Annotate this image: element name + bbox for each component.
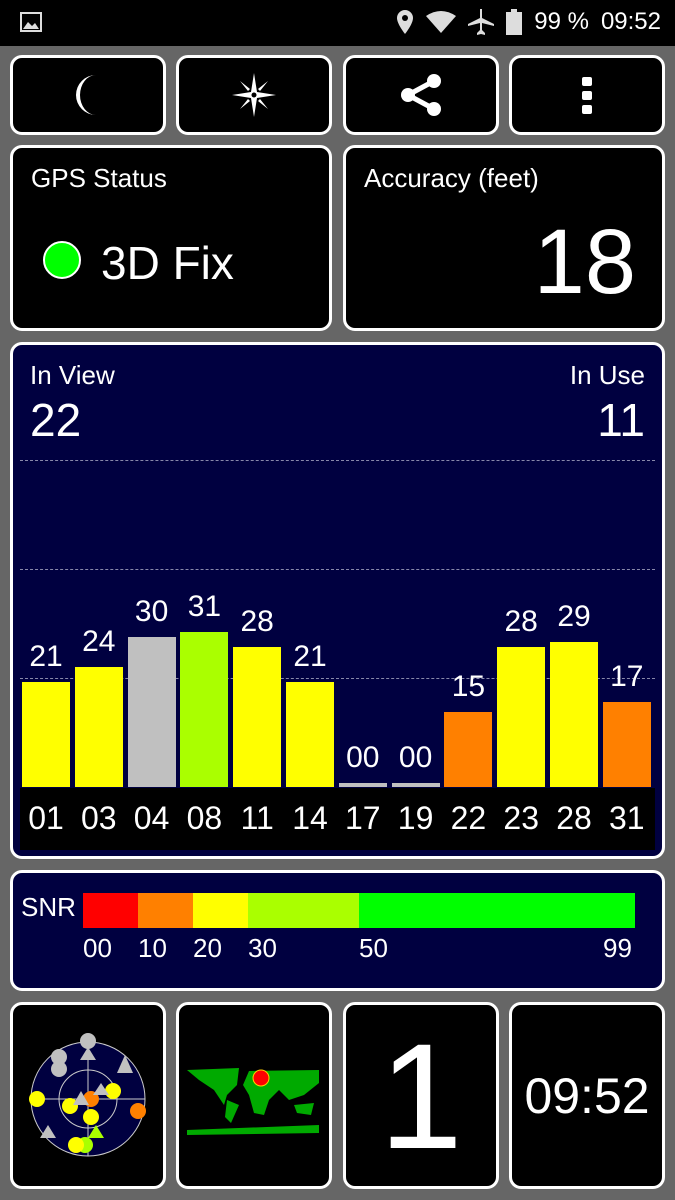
prn-label: 19 <box>397 800 434 836</box>
image-notification-icon <box>20 12 42 32</box>
battery-percent: 99 % <box>534 8 589 35</box>
world-map-icon <box>187 1068 319 1135</box>
night-mode-button[interactable] <box>10 55 166 135</box>
snr-color-segment <box>138 893 193 928</box>
in-use-label: In Use <box>569 360 645 390</box>
snr-tick-label: 30 <box>248 933 277 963</box>
fix-indicator-icon <box>43 241 81 279</box>
snr-color-segment <box>248 893 359 928</box>
prn-label: 22 <box>450 800 487 836</box>
gps-status-panel: GPS Status 3D Fix <box>10 145 332 331</box>
moon-icon <box>76 75 96 115</box>
bar-value-label: 31 <box>187 590 222 623</box>
snr-bar <box>74 667 123 787</box>
bar-value-label: 30 <box>134 595 169 628</box>
share-icon <box>401 74 441 116</box>
compass-button[interactable] <box>176 55 332 135</box>
bar-value-label: 00 <box>346 741 380 774</box>
accuracy-panel: Accuracy (feet) 18 <box>343 145 665 331</box>
status-bar: 99 % 09:52 <box>0 0 675 46</box>
prn-label: 03 <box>81 800 117 836</box>
prn-label: 31 <box>609 800 645 836</box>
compass-icon <box>232 73 276 117</box>
bar-value-label: 28 <box>504 605 538 638</box>
location-icon <box>397 10 414 34</box>
time-value: 09:52 <box>524 1067 650 1124</box>
prn-label: 08 <box>186 800 223 836</box>
in-view-count: 22 <box>30 394 82 446</box>
accuracy-title: Accuracy (feet) <box>364 163 539 193</box>
time-panel: 09:52 <box>509 1002 665 1189</box>
prn-label: 11 <box>240 800 274 836</box>
bar-value-label: 15 <box>451 670 486 703</box>
clock: 09:52 <box>600 8 661 35</box>
snr-bar <box>286 682 334 787</box>
snr-legend-panel: SNR 00 10 20 30 50 99 <box>10 870 665 991</box>
prn-strip <box>20 788 655 850</box>
gridline <box>20 460 655 461</box>
count-value: 1 <box>379 1011 463 1180</box>
gps-status-title: GPS Status <box>31 163 167 193</box>
prn-label: 17 <box>345 800 381 836</box>
sky-view-button[interactable] <box>10 1002 166 1189</box>
prn-label: 01 <box>28 800 64 836</box>
snr-bar <box>444 712 493 787</box>
snr-color-segment <box>359 893 635 928</box>
wifi-icon <box>426 11 457 33</box>
snr-bar <box>233 647 282 787</box>
more-options-button[interactable] <box>509 55 665 135</box>
bar-value-label: 17 <box>610 660 644 693</box>
world-map-button[interactable] <box>176 1002 332 1189</box>
bar-value-label: 21 <box>293 640 327 673</box>
snr-bar <box>180 632 229 787</box>
gridline <box>20 569 655 570</box>
snr-tick-label: 99 <box>603 933 632 963</box>
snr-tick-label: 10 <box>138 933 167 963</box>
count-panel: 1 <box>343 1002 499 1189</box>
prn-label: 14 <box>292 800 328 836</box>
prn-label: 23 <box>503 800 539 836</box>
snr-bar <box>127 637 176 787</box>
in-use-count: 11 <box>597 394 645 446</box>
sky-plot-icon <box>29 1033 146 1157</box>
bar-value-label: 24 <box>82 625 116 658</box>
more-vert-icon <box>582 77 592 114</box>
snr-tick-label: 20 <box>193 933 222 963</box>
bar-value-label: 21 <box>29 640 63 673</box>
bar-value-label: 28 <box>240 605 274 638</box>
snr-bar <box>602 702 651 787</box>
snr-label: SNR <box>21 892 76 922</box>
gridline <box>20 678 655 679</box>
snr-bar <box>391 783 440 787</box>
battery-icon <box>506 9 523 35</box>
snr-color-segment <box>193 893 248 928</box>
bar-value-label: 29 <box>557 600 591 633</box>
gps-fix-value: 3D Fix <box>101 237 234 289</box>
prn-label: 28 <box>556 800 592 836</box>
snr-bar <box>22 682 70 787</box>
snr-bar <box>338 783 387 787</box>
in-view-label: In View <box>30 360 115 390</box>
airplane-mode-icon <box>468 9 495 35</box>
snr-color-segment <box>83 893 138 928</box>
prn-label: 04 <box>133 800 170 836</box>
share-button[interactable] <box>343 55 499 135</box>
accuracy-value: 18 <box>533 211 636 313</box>
bar-value-label: 00 <box>398 741 433 774</box>
snr-tick-label: 50 <box>359 933 388 963</box>
snr-bar <box>497 647 546 787</box>
snr-tick-label: 00 <box>83 933 112 963</box>
snr-bar <box>550 642 598 787</box>
